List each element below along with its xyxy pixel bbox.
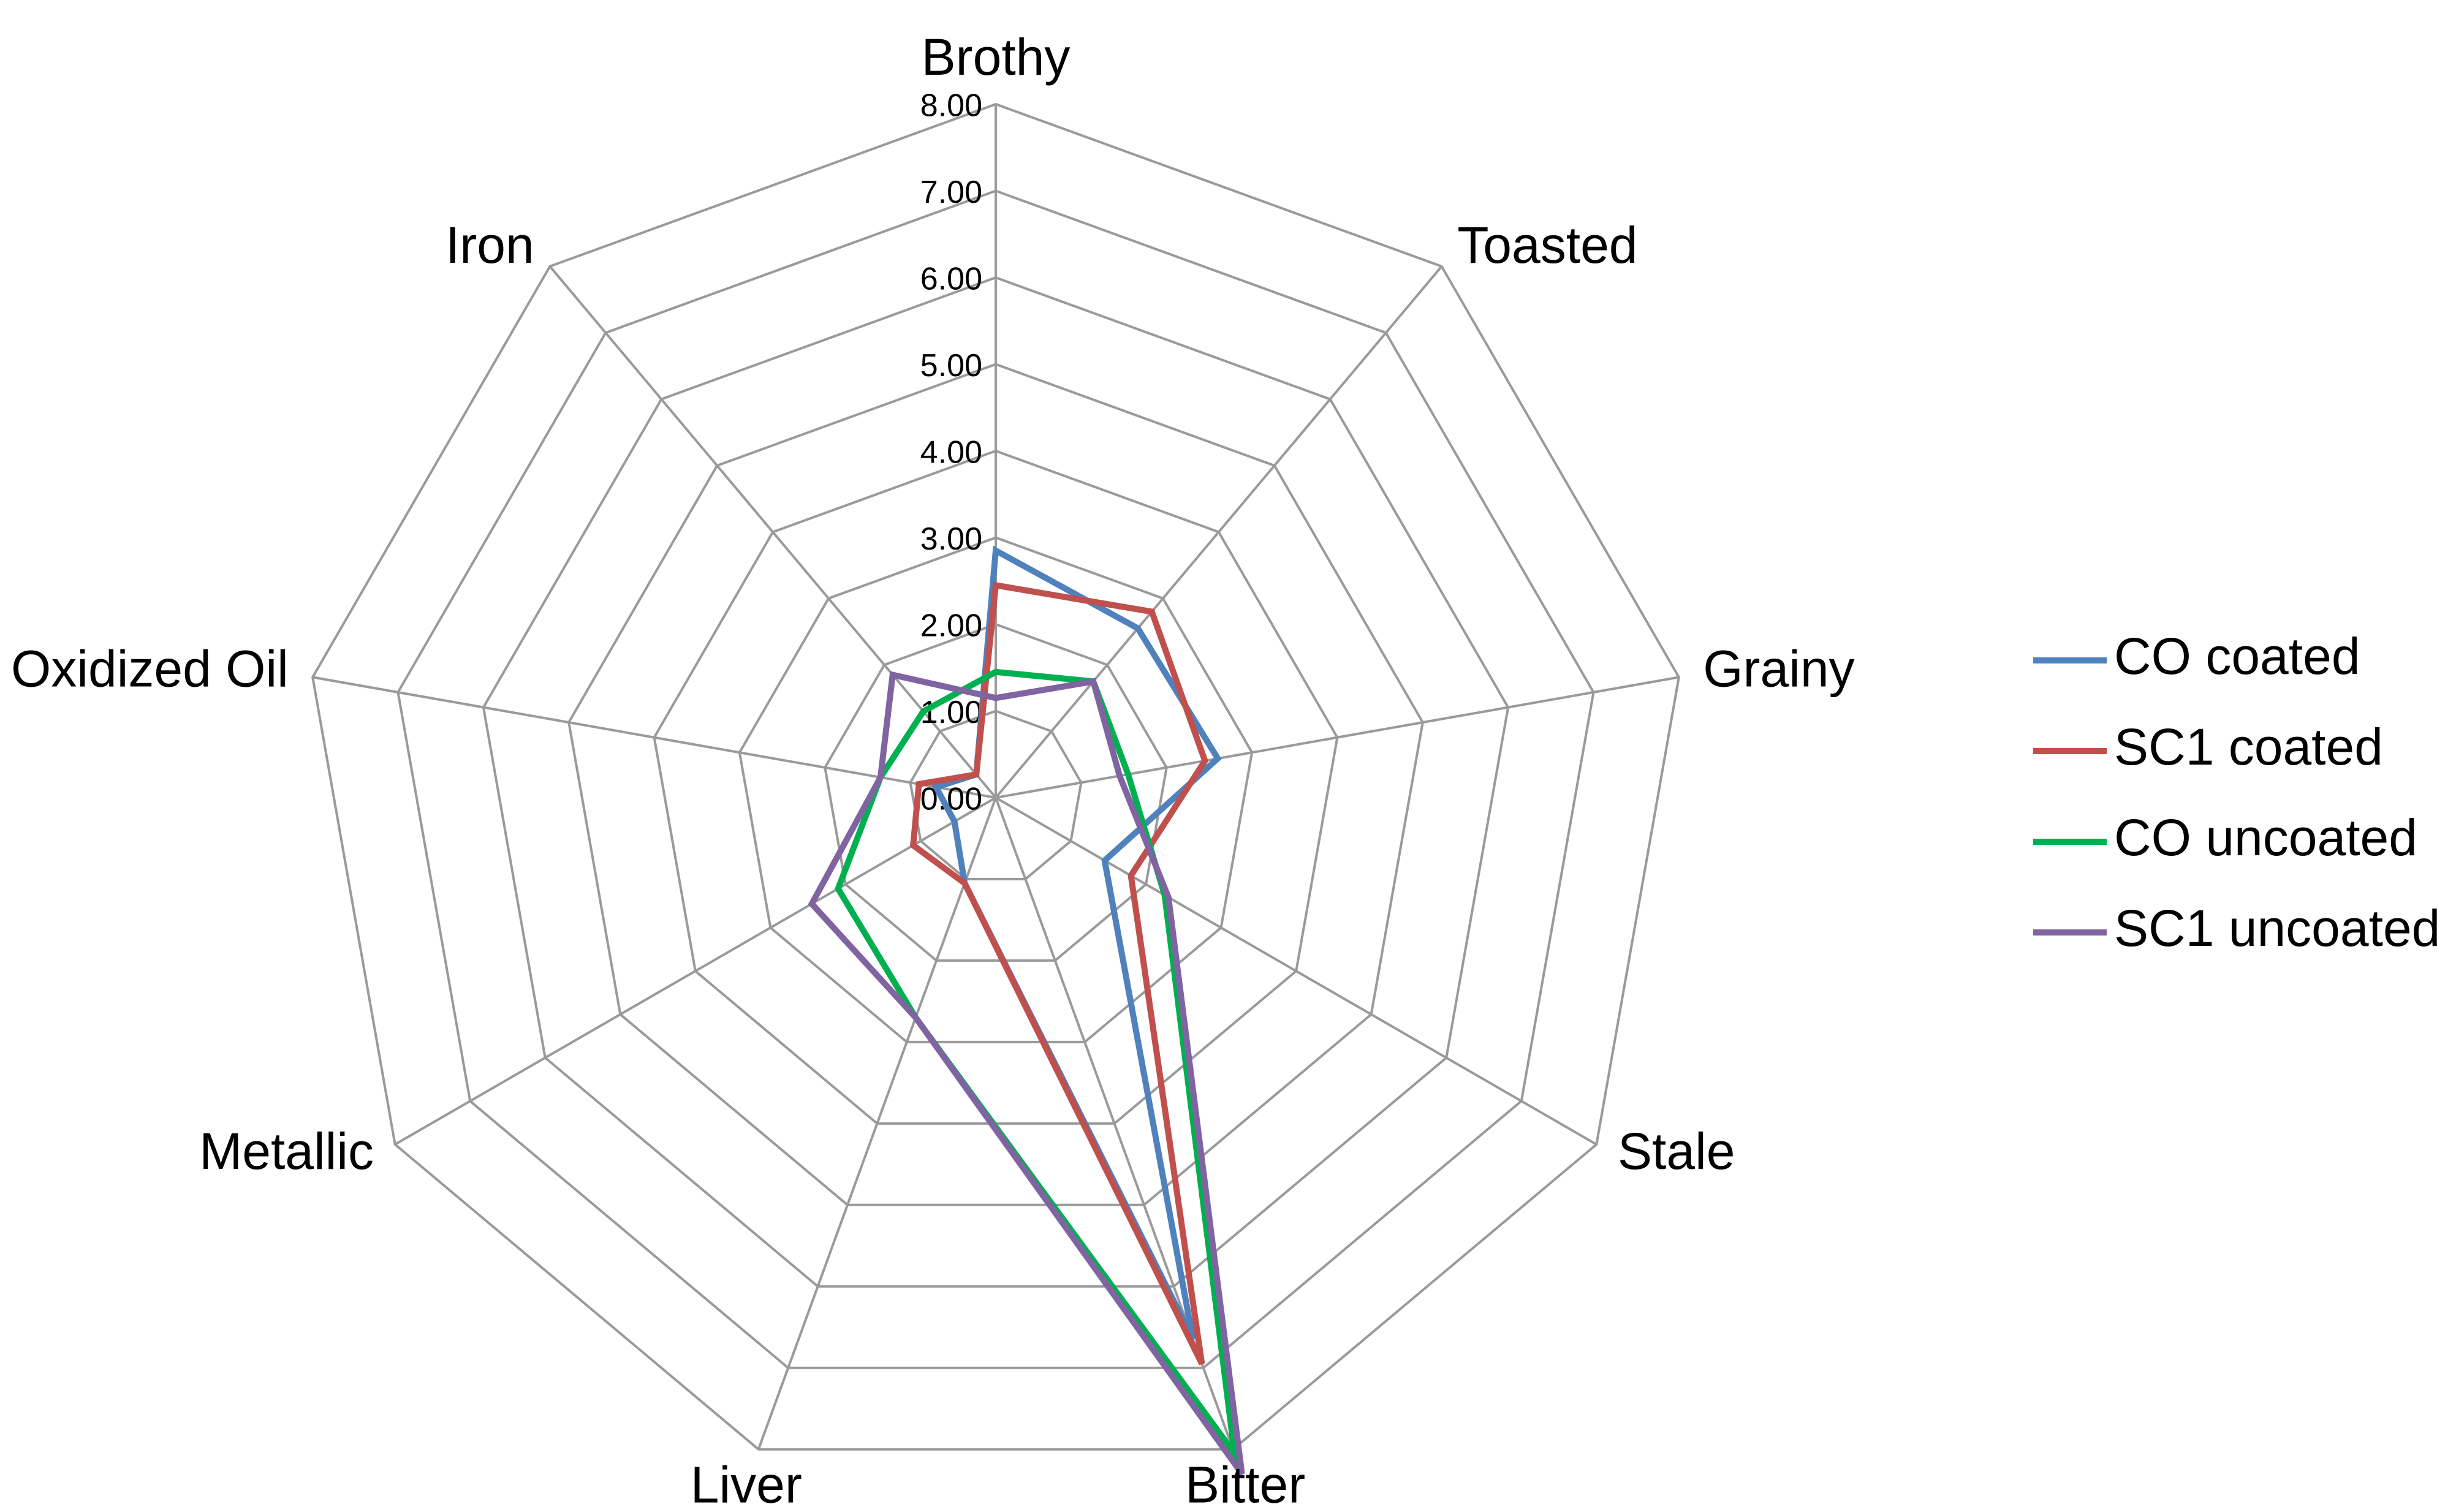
grid-ring-6: [482, 276, 1510, 1288]
legend-label: CO coated: [2114, 627, 2360, 685]
grid-spoke-6: [394, 796, 997, 1146]
category-label-metallic: Metallic: [199, 1122, 374, 1180]
legend-item-sc1-coated: SC1 coated: [2033, 718, 2383, 776]
grid-ring-2: [824, 622, 1168, 962]
grid-ring-7: [396, 189, 1595, 1369]
legend-label: SC1 coated: [2114, 718, 2383, 776]
category-label-iron: Iron: [445, 216, 534, 274]
grid-ring-8: [311, 102, 1680, 1451]
series-line-co-uncoated: [835, 668, 1239, 1465]
grid-ring-5: [567, 363, 1424, 1206]
tick-label-8: 8.00: [920, 88, 982, 124]
legend-item-co-uncoated: CO uncoated: [2033, 809, 2417, 866]
grid-spoke-1: [995, 265, 1443, 799]
grid-ring-3: [738, 536, 1254, 1043]
series-line-sc1-uncoated: [808, 671, 1245, 1476]
legend-label: CO uncoated: [2114, 809, 2417, 866]
category-label-stale: Stale: [1618, 1122, 1735, 1180]
category-label-toasted: Toasted: [1457, 216, 1637, 274]
category-label-oxidized-oil: Oxidized Oil: [11, 640, 289, 698]
data-series: [808, 545, 1245, 1476]
tick-label-1: 1.00: [920, 695, 982, 730]
radar-grid: [311, 102, 1680, 1451]
category-label-grainy: Grainy: [1703, 640, 1854, 698]
category-label-bitter: Bitter: [1185, 1456, 1305, 1512]
series-line-sc1-coated: [909, 581, 1208, 1366]
tick-label-7: 7.00: [920, 175, 982, 210]
tick-label-3: 3.00: [920, 521, 982, 557]
tick-label-5: 5.00: [920, 348, 982, 384]
grid-ring-1: [909, 709, 1083, 880]
category-label-liver: Liver: [691, 1456, 802, 1512]
tick-label-2: 2.00: [920, 608, 982, 644]
category-label-brothy: Brothy: [922, 28, 1071, 86]
grid-spoke-3: [995, 796, 1598, 1146]
legend-item-co-coated: CO coated: [2033, 627, 2360, 685]
category-labels: Brothy Toasted Grainy Stale Bitter Liver Metal…: [11, 28, 1855, 1512]
grid-spoke-2: [995, 676, 1680, 799]
legend-label: SC1 uncoated: [2114, 899, 2437, 957]
tick-label-4: 4.00: [920, 435, 982, 471]
grid-spoke-5: [757, 797, 997, 1450]
legend-item-sc1-uncoated: SC1 uncoated: [2033, 899, 2437, 957]
radial-tick-labels: 0.001.002.003.004.005.006.007.008.00: [920, 88, 982, 817]
legend: CO coated SC1 coated CO uncoated SC1 uncoat…: [2033, 627, 2437, 957]
tick-label-6: 6.00: [920, 262, 982, 297]
